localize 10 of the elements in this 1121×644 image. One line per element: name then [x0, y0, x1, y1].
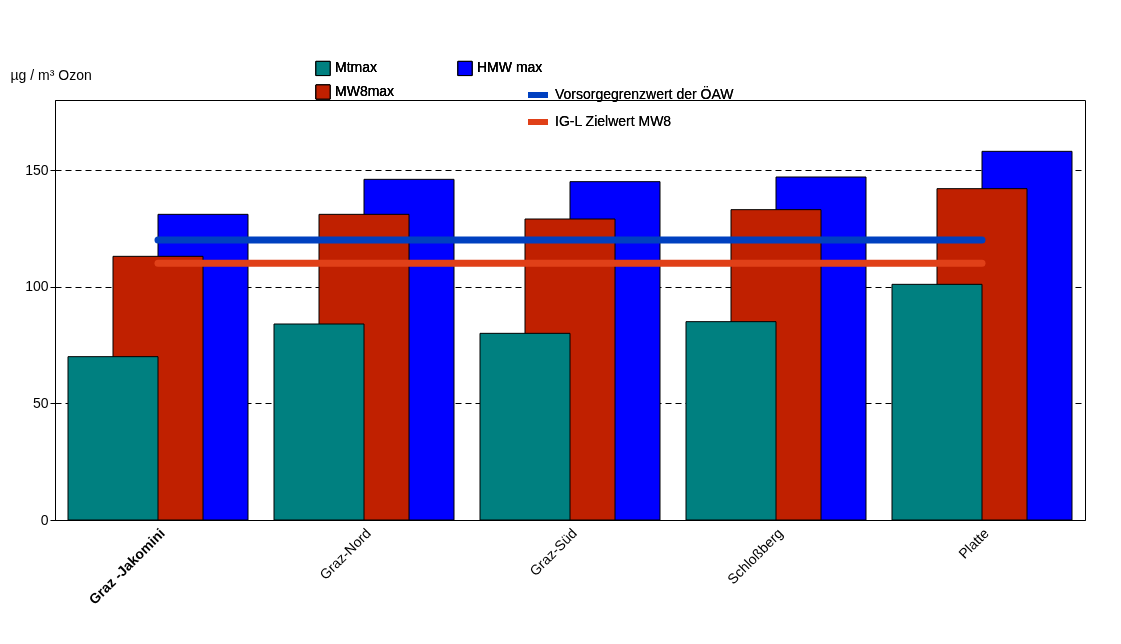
legend-label: IG-L Zielwert MW8: [555, 113, 672, 129]
y-tick-label: 150: [25, 161, 49, 178]
y-tick-label: 0: [40, 511, 49, 528]
legend-label: MW8max: [335, 83, 395, 99]
legend-label: Mtmax: [335, 59, 377, 76]
y-axis-title: µg / m³ Ozon: [10, 66, 92, 83]
y-tick-label: 50: [32, 394, 49, 411]
legend-label: Vorsorgegrenzwert der ÖAW: [555, 85, 735, 102]
legend-label: HMW max: [477, 59, 543, 76]
y-tick-label: 100: [25, 278, 49, 295]
